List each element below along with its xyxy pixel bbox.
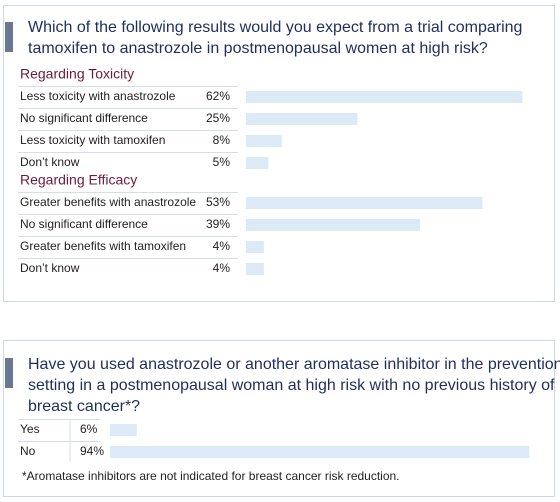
value-label: 4%	[213, 261, 231, 275]
bar	[110, 446, 530, 458]
row-label: Greater benefits with tamoxifen	[20, 239, 186, 253]
bar	[246, 197, 483, 209]
row-label: Don’t know	[20, 155, 80, 169]
question: breast cancer*?	[28, 398, 140, 415]
panel	[3, 340, 555, 497]
value-label: 25%	[206, 111, 230, 125]
value-label: 5%	[213, 155, 231, 169]
row-label: No significant difference	[20, 217, 148, 231]
question: tamoxifen to anastrozole in postmenopaus…	[28, 40, 488, 57]
bar	[246, 263, 264, 275]
row-label: Less toxicity with tamoxifen	[20, 133, 165, 147]
bar	[246, 157, 269, 169]
bar	[110, 424, 137, 436]
section-heading: Regarding Toxicity	[20, 66, 134, 82]
question: setting in a postmenopausal woman at hig…	[28, 377, 555, 394]
value-label: 6%	[80, 422, 98, 436]
bar	[246, 241, 264, 253]
panel	[3, 5, 555, 302]
bar	[246, 219, 420, 231]
row-label: Don’t know	[20, 261, 80, 275]
bar	[246, 135, 282, 147]
row-label: No significant difference	[20, 111, 148, 125]
value-label: 94%	[80, 444, 104, 458]
value-label: 53%	[206, 195, 230, 209]
footnote: *Aromatase inhibitors are not indicated …	[22, 469, 400, 483]
row-label: Yes	[20, 422, 40, 436]
marker	[5, 358, 13, 388]
question: Which of the following results would you…	[28, 19, 522, 36]
row-label: Greater benefits with anastrozole	[20, 195, 196, 209]
value-label: 62%	[206, 89, 230, 103]
value-label: 39%	[206, 217, 230, 231]
bar	[246, 91, 523, 103]
section-heading: Regarding Efficacy	[20, 172, 137, 188]
bar	[246, 113, 358, 125]
question: Have you used anastrozole or another aro…	[28, 356, 560, 373]
marker	[5, 22, 13, 52]
value-label: 8%	[213, 133, 231, 147]
row-label: Less toxicity with anastrozole	[20, 89, 176, 103]
value-label: 4%	[213, 239, 231, 253]
row-label: No	[20, 444, 36, 458]
